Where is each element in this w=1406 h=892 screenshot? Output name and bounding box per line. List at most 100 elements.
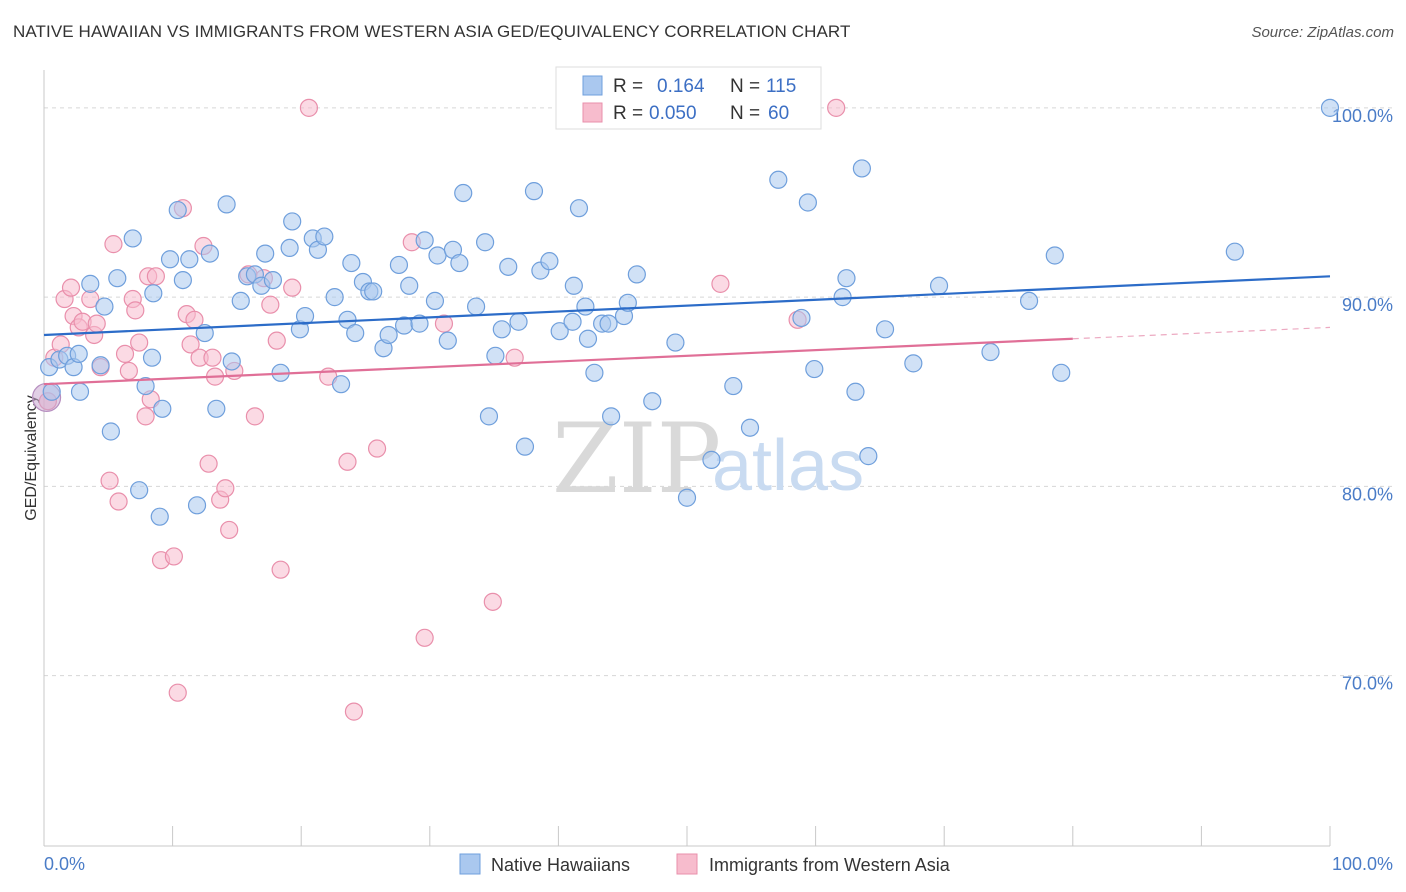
point-native-hawaiians-105 [929,276,949,295]
series-native-hawaiians-points [40,98,1340,526]
point-native-hawaiians-65 [475,233,495,252]
point-native-hawaiians-91 [702,450,721,469]
point-immigrants-western-asia-45 [271,560,290,579]
y-tick-label-1: 90.0% [1342,295,1393,315]
point-native-hawaiians-106 [981,342,1000,362]
trend-line-immigrants-western-asia [43,337,1073,386]
point-native-hawaiians-5 [70,382,90,401]
bottom-legend-swatch-immigrants-western-asia [676,853,698,875]
point-native-hawaiians-79 [578,329,598,348]
point-native-hawaiians-75 [550,322,569,341]
point-native-hawaiians-15 [142,348,162,367]
watermark-atlas: atlas [712,426,864,506]
point-native-hawaiians-46 [342,253,361,273]
y-tick-label-3: 70.0% [1342,674,1393,694]
point-native-hawaiians-68 [492,320,511,339]
point-native-hawaiians-29 [231,291,250,311]
point-native-hawaiians-1 [42,382,61,401]
legend-n-label-1: N = [730,76,760,97]
point-native-hawaiians-98 [833,288,852,307]
point-native-hawaiians-62 [450,253,469,273]
point-native-hawaiians-69 [499,257,518,276]
point-native-hawaiians-107 [1019,291,1039,311]
trend-lines [43,275,1331,386]
point-native-hawaiians-96 [798,193,817,212]
trend-line-native-hawaiians [43,275,1331,337]
point-native-hawaiians-70 [509,312,528,331]
point-immigrants-western-asia-4 [61,278,81,297]
point-native-hawaiians-90 [677,488,697,507]
trend-line-extension-immigrants-western-asia [1072,326,1331,340]
source-label: Source: ZipAtlas.com [1251,24,1394,41]
point-native-hawaiians-93 [740,418,760,437]
point-native-hawaiians-89 [666,333,685,352]
point-native-hawaiians-21 [173,270,192,290]
point-native-hawaiians-72 [524,182,544,201]
point-native-hawaiians-6 [69,344,88,364]
point-native-hawaiians-66 [479,407,499,426]
point-native-hawaiians-101 [852,159,871,178]
point-immigrants-western-asia-50 [344,702,364,721]
point-immigrants-western-asia-57 [827,98,846,117]
point-native-hawaiians-104 [904,354,923,373]
point-native-hawaiians-59 [428,246,447,265]
point-native-hawaiians-37 [283,212,302,231]
bottom-legend-label-native-hawaiians: Native Hawaiians [491,855,630,875]
point-native-hawaiians-77 [564,276,583,295]
point-native-hawaiians-76 [563,312,582,331]
point-native-hawaiians-94 [769,170,788,189]
point-immigrants-western-asia-49 [338,452,357,471]
point-native-hawaiians-53 [389,255,409,275]
point-immigrants-western-asia-18 [126,301,145,320]
point-native-hawaiians-14 [136,376,155,396]
point-native-hawaiians-95 [792,308,811,328]
point-native-hawaiians-22 [180,250,199,269]
point-native-hawaiians-58 [425,291,445,311]
point-immigrants-western-asia-43 [261,295,280,314]
point-native-hawaiians-88 [643,392,662,411]
point-native-hawaiians-60 [438,331,457,350]
point-native-hawaiians-100 [846,382,865,401]
point-native-hawaiians-27 [217,195,236,214]
point-immigrants-western-asia-34 [203,348,222,367]
point-native-hawaiians-34 [263,270,283,290]
point-immigrants-western-asia-55 [711,274,730,293]
point-native-hawaiians-97 [805,359,824,379]
point-native-hawaiians-55 [400,276,419,295]
point-immigrants-western-asia-19 [130,333,149,352]
point-native-hawaiians-83 [599,314,618,333]
point-native-hawaiians-36 [280,238,299,258]
point-immigrants-western-asia-23 [146,267,165,286]
point-native-hawaiians-63 [454,183,473,203]
point-native-hawaiians-57 [415,231,434,250]
x-ticks [43,826,1331,846]
point-immigrants-western-asia-13 [104,235,123,254]
y-tick-label-0: 100.0% [1332,106,1393,126]
point-native-hawaiians-43 [325,288,344,307]
point-native-hawaiians-10 [101,422,120,441]
legend-r-label-1: R = [613,76,643,97]
point-native-hawaiians-50 [364,282,383,301]
point-immigrants-western-asia-29 [181,335,200,354]
series-legend: Native Hawaiians Immigrants from Western… [459,853,951,875]
point-native-hawaiians-9 [95,297,114,316]
legend-n-value-1: 115 [766,76,796,97]
point-immigrants-western-asia-58 [434,314,454,333]
point-native-hawaiians-102 [859,447,878,466]
point-native-hawaiians-33 [256,244,275,263]
y-tick-labels: 100.0% 90.0% 80.0% 70.0% [1332,106,1393,694]
legend-swatch-native-hawaiians [582,75,603,96]
point-immigrants-western-asia-10 [87,314,106,333]
point-native-hawaiians-80 [576,297,595,316]
legend-r-label-2: R = [613,103,643,124]
grid-lines [44,107,1393,677]
point-immigrants-western-asia-53 [415,628,434,647]
point-native-hawaiians-20 [168,200,187,220]
point-immigrants-western-asia-41 [245,407,265,426]
point-immigrants-western-asia-38 [220,520,239,540]
point-native-hawaiians-8 [91,356,110,375]
point-immigrants-western-asia-20 [136,407,155,426]
point-native-hawaiians-25 [200,244,219,263]
point-native-hawaiians-17 [150,507,169,526]
point-native-hawaiians-47 [346,323,365,343]
